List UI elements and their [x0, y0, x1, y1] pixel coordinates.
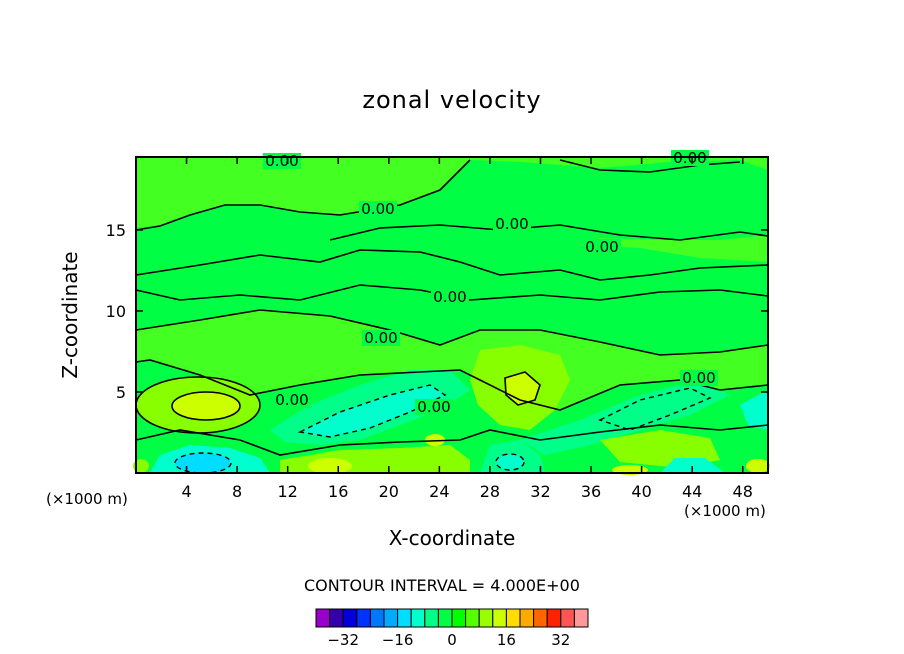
colorbar-swatch: [383, 608, 399, 628]
colorbar-tick-label: 0: [447, 631, 457, 649]
contour-label: 0.00: [585, 238, 618, 256]
contour-label-bg: [680, 370, 718, 386]
colorbar-swatch: [519, 608, 535, 628]
x-axis-label: X-coordinate: [388, 526, 516, 550]
mid-negative-core: [300, 385, 445, 437]
colorbar-swatch: [478, 608, 494, 628]
contour-zero-6: [135, 359, 769, 411]
contour-label: 0.00: [495, 215, 528, 233]
contour-central-core: [504, 371, 541, 406]
right-edge-negative: [740, 390, 768, 430]
colorbar-swatch: [505, 608, 521, 628]
contour-label-bg: [431, 289, 469, 305]
contour-label-bg: [359, 201, 397, 217]
chart-title: zonal velocity: [362, 86, 542, 114]
x-tick-label: 8: [232, 482, 242, 501]
colorbar-swatch: [465, 608, 480, 628]
colorbar-swatch: [546, 608, 562, 628]
contour-zero-1: [135, 159, 471, 231]
y-tick-label: 5: [116, 383, 126, 402]
contour-top-island: [559, 159, 741, 173]
y-tick-label: 10: [106, 302, 126, 321]
contour-lines: [135, 159, 769, 456]
colorbar-swatch: [410, 608, 426, 628]
colorbar-swatch: [397, 608, 412, 628]
contour-label-bg: [493, 216, 531, 232]
contour-label: 0.00: [417, 398, 450, 416]
x-tick-label: 32: [530, 482, 550, 501]
left-jet-core: [172, 392, 240, 420]
colorbar: [315, 608, 589, 628]
colorbar-swatch: [437, 608, 453, 628]
x-tick-label: 36: [581, 482, 601, 501]
bottom-negative-mid-core: [496, 454, 524, 470]
x-tick-label: 48: [733, 482, 753, 501]
upper-right-band: [580, 235, 768, 262]
contour-zero-2: [329, 224, 769, 241]
colorbar-swatch: [356, 608, 371, 628]
plot-frame: [135, 156, 769, 474]
contour-label-bg: [415, 399, 453, 415]
dashed-contour-mid: [297, 384, 447, 438]
colorbar-tick-label: −32: [327, 631, 359, 649]
contour-field: [133, 157, 770, 475]
x-tick-label: 40: [631, 482, 651, 501]
contour-label: 0.00: [682, 369, 715, 387]
x-tick-group: 4 8 12 16 20 24 28 32 36 40 44 48: [181, 157, 753, 501]
dashed-contour-bottom-mid: [495, 453, 525, 471]
colorbar-swatch: [573, 608, 589, 628]
contour-jet-core: [171, 391, 241, 421]
contour-label: 0.00: [361, 200, 394, 218]
x-tick-label: 20: [379, 482, 399, 501]
colorbar-tick-label: 16: [497, 631, 516, 649]
x-tick-label: 44: [682, 482, 702, 501]
x-unit-right: (×1000 m): [684, 502, 766, 520]
colorbar-tick-labels: −32 −16 0 16 32: [327, 631, 570, 649]
colorbar-swatch: [329, 608, 344, 628]
contour-label-bg: [583, 239, 621, 255]
bottom-right-corner: [746, 459, 770, 473]
contour-label: 0.00: [275, 391, 308, 409]
bottom-negative-right: [660, 458, 725, 473]
colorbar-tick-label: 32: [551, 631, 570, 649]
bottom-negative-core: [175, 453, 231, 473]
lower-positive-blob: [425, 434, 445, 446]
contour-label: 0.00: [433, 288, 466, 306]
colorbar-swatch: [492, 608, 507, 628]
contour-label-bg: [273, 392, 311, 408]
colorbar-tick-label: −16: [382, 631, 414, 649]
colorbar-swatch: [424, 608, 439, 628]
x-tick-label: 16: [328, 482, 348, 501]
colorbar-swatch: [342, 608, 358, 628]
contour-label-group: 0.000.000.000.000.000.000.000.000.00 0.00: [263, 149, 718, 416]
colorbar-swatch: [369, 608, 385, 628]
y-tick-group: 5 10 15: [106, 221, 768, 402]
y-tick-label: 15: [106, 221, 126, 240]
x-tick-label: 28: [480, 482, 500, 501]
x-tick-label: 24: [429, 482, 449, 501]
bottom-positive-cell: [308, 458, 352, 474]
mid-positive-band: [136, 310, 768, 410]
contour-label-bg: [362, 330, 400, 346]
contour-zero-5: [135, 309, 769, 356]
x-tick-label: 4: [181, 482, 191, 501]
x-tick-label: 12: [278, 482, 298, 501]
contour-label: 0.00: [265, 152, 298, 170]
x-unit-left: (×1000 m): [46, 490, 128, 508]
contour-label: 0.00: [364, 329, 397, 347]
colorbar-swatch: [315, 608, 331, 628]
colorbar-swatch: [451, 608, 467, 628]
contour-interval-label: CONTOUR INTERVAL = 4.000E+00: [304, 576, 580, 595]
contour-zero-3: [135, 249, 769, 281]
colorbar-swatch: [560, 608, 575, 628]
contour-lower: [135, 424, 769, 456]
dashed-contour-right: [598, 387, 712, 431]
colorbar-swatch: [533, 608, 548, 628]
